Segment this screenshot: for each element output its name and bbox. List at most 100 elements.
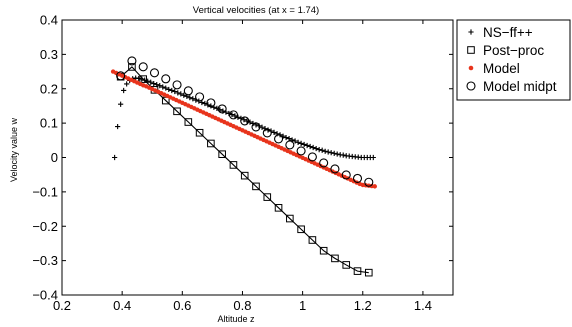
y-tick-label: −0.2 <box>32 219 58 234</box>
data-point <box>274 134 284 144</box>
data-point <box>184 118 193 126</box>
data-point <box>128 63 136 71</box>
data-point <box>232 113 238 119</box>
data-point <box>301 141 307 148</box>
data-point <box>285 140 295 150</box>
data-point <box>218 150 226 158</box>
data-point <box>163 85 169 91</box>
legend-marker <box>466 81 476 91</box>
legend-label: Model <box>483 61 520 76</box>
data-point <box>115 123 121 130</box>
x-tick-label: 0.4 <box>113 298 131 313</box>
data-point <box>207 139 215 148</box>
x-tick-label: 1.4 <box>414 298 432 313</box>
legend-marker <box>468 65 474 71</box>
data-point <box>283 134 289 141</box>
data-point <box>316 146 322 153</box>
legend: NS−ff++ Post−proc Model Model midpt <box>456 19 571 101</box>
y-tick-label: 0.3 <box>40 47 58 62</box>
data-point <box>169 87 175 94</box>
data-point <box>313 145 319 152</box>
data-point <box>334 151 340 157</box>
data-point <box>151 80 157 87</box>
data-point <box>195 92 205 102</box>
data-point <box>206 98 216 108</box>
legend-label: NS−ff++ <box>483 25 533 40</box>
data-point <box>229 161 238 169</box>
data-point <box>175 90 181 96</box>
data-point <box>112 154 118 161</box>
y-tick-label: −0.3 <box>32 253 58 268</box>
x-tick-label: 1.2 <box>354 298 372 313</box>
y-tick-label: 0 <box>51 150 58 165</box>
x-tick-label: 0.2 <box>53 298 71 313</box>
data-point <box>322 148 328 154</box>
data-point <box>183 86 193 96</box>
data-point <box>178 91 184 97</box>
data-point <box>353 267 362 275</box>
data-point <box>139 75 148 83</box>
data-point <box>172 88 178 95</box>
y-axis-label: Velocity value w <box>9 117 19 182</box>
data-point <box>319 158 329 168</box>
legend-box <box>456 19 571 101</box>
data-point <box>195 128 204 137</box>
data-point <box>166 86 172 93</box>
data-point <box>342 261 351 269</box>
data-point <box>173 107 181 116</box>
y-tick-label: 0.1 <box>40 116 58 131</box>
x-tick-label: 1 <box>299 298 306 313</box>
data-point <box>331 150 337 156</box>
data-point <box>331 254 339 263</box>
y-tick-label: 0.4 <box>40 13 58 28</box>
data-point <box>304 142 310 149</box>
data-point <box>251 122 261 132</box>
data-point <box>240 116 250 126</box>
data-point <box>138 62 148 72</box>
legend-label: Post−proc <box>483 43 544 58</box>
data-point <box>292 138 298 144</box>
data-point <box>341 170 351 180</box>
data-point <box>364 177 374 187</box>
data-point <box>330 164 340 174</box>
y-tick-label: −0.4 <box>32 288 58 303</box>
data-point <box>161 74 171 84</box>
data-point <box>319 147 325 153</box>
axis-ticks: 0.2 0.4 0.6 0.8 1 1.2 1.4 0.4 0.3 0.2 0.1 0 −0.1 −0.2… <box>32 13 453 313</box>
data-point <box>370 154 376 161</box>
data-point <box>136 75 142 82</box>
data-point <box>229 111 235 118</box>
data-point <box>181 92 187 98</box>
data-point <box>149 68 160 78</box>
data-point <box>116 71 126 81</box>
data-point <box>308 236 317 244</box>
legend-label: Model midpt <box>483 79 557 94</box>
data-point <box>325 149 331 155</box>
series-circle <box>116 56 374 187</box>
data-point <box>307 152 317 162</box>
series-layer <box>110 56 377 277</box>
legend-marker <box>467 46 475 54</box>
series-dot <box>110 69 377 189</box>
plot-area <box>61 19 454 296</box>
series-square <box>116 63 373 277</box>
data-point <box>208 103 214 109</box>
data-point <box>296 146 306 156</box>
data-point <box>364 268 373 277</box>
data-point <box>148 79 154 85</box>
data-point <box>187 95 193 101</box>
data-point <box>241 117 247 123</box>
data-point <box>228 110 238 120</box>
data-point <box>252 182 260 191</box>
x-tick-label: 0.6 <box>173 298 191 313</box>
data-point <box>217 104 227 114</box>
data-point <box>298 140 304 147</box>
data-point <box>190 96 196 102</box>
data-point <box>160 84 166 90</box>
data-point <box>340 152 346 158</box>
data-point <box>262 128 272 138</box>
data-point <box>328 150 334 156</box>
data-point <box>274 204 283 212</box>
